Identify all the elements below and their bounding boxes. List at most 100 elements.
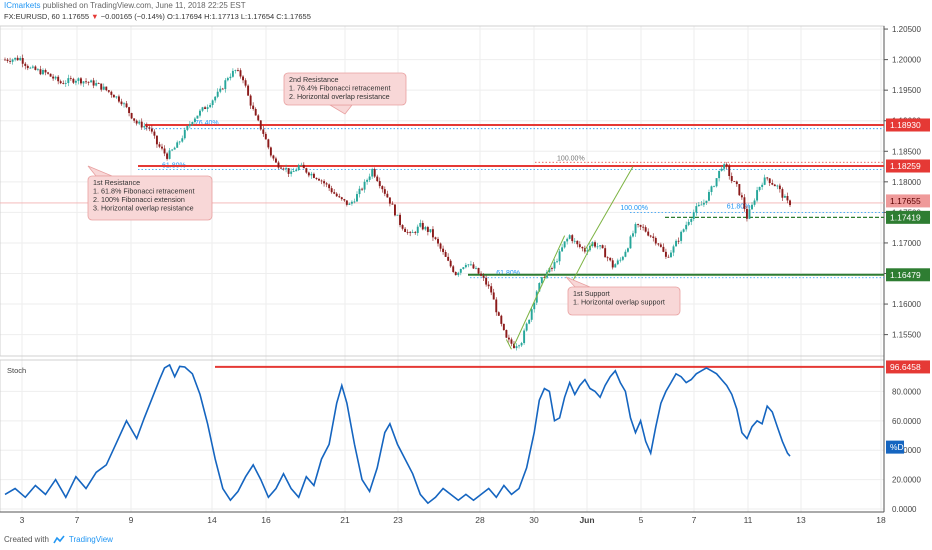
candle-body [723, 164, 726, 169]
candle-body [449, 260, 452, 267]
candle-body [47, 72, 50, 74]
candle-body [155, 135, 158, 145]
candle-body [394, 204, 396, 216]
candle-body [117, 96, 120, 102]
candle-body [426, 227, 429, 232]
candle-body [224, 80, 227, 90]
candle-body [282, 168, 285, 170]
candle-body [773, 184, 776, 187]
level-badge-label: 1.17419 [890, 212, 921, 222]
stoch-axis[interactable]: 80.0000 60.0000 40.0000 20.0000 0.0000 [892, 387, 921, 514]
time-tick-label: 11 [744, 515, 753, 525]
candle-body [307, 172, 310, 176]
price-chart[interactable]: 1.205001.200001.195001.190001.185001.180… [0, 0, 932, 530]
candle-body [221, 88, 224, 90]
candle-body [181, 138, 184, 142]
candle-body [277, 162, 280, 168]
candle-body [133, 118, 136, 121]
candle-body [718, 170, 721, 179]
candle-body [735, 181, 738, 185]
candle-body [558, 251, 561, 262]
created-with-text: Created with [4, 535, 49, 544]
grid [0, 26, 884, 512]
candle-body [373, 169, 376, 177]
candle-body [416, 226, 419, 233]
candle-body [318, 178, 320, 181]
candle-body [507, 337, 510, 340]
candle-body [290, 171, 293, 174]
candle-body [492, 292, 495, 300]
candle-body [697, 204, 700, 207]
candle-body [102, 86, 105, 90]
time-tick-label: 18 [876, 515, 886, 525]
candle-body [178, 141, 181, 143]
candle-body [730, 176, 733, 182]
candle-body [728, 165, 731, 177]
fib-label: 100.00% [557, 155, 585, 162]
candle-body [333, 192, 336, 194]
candle-body [599, 245, 602, 247]
note-text: 1. 61.8% Fibonacci retracement [93, 187, 194, 196]
candle-body [396, 214, 399, 216]
candle-body [657, 243, 660, 245]
price-tick-label: 1.19500 [892, 86, 921, 95]
candle-body [708, 191, 710, 201]
time-axis[interactable]: 3 7 9 14 16 21 23 28 30 Jun 5 7 11 13 18 [20, 515, 886, 525]
author-link[interactable]: ICmarkets [4, 1, 41, 10]
candle-body [596, 246, 599, 248]
candle-body [305, 168, 308, 173]
candle-body [274, 158, 277, 163]
candle-body [692, 212, 695, 219]
candle-body [64, 83, 67, 84]
candle-body [247, 85, 250, 96]
candle-body [530, 309, 533, 320]
candle-body [183, 129, 186, 139]
candle-body [781, 189, 784, 198]
candle-body [571, 235, 574, 242]
price-axis[interactable]: 1.205001.200001.195001.190001.185001.180… [884, 25, 921, 340]
note-resistance1[interactable] [87, 175, 213, 221]
candle-body [404, 228, 407, 232]
candle-body [14, 57, 17, 60]
candle-body [77, 78, 80, 81]
candle-body [720, 168, 723, 171]
candle-body [616, 260, 619, 265]
candle-body [563, 241, 566, 248]
candle-body [252, 105, 255, 109]
candle-body [62, 83, 65, 84]
candle-body [36, 69, 39, 71]
candle-body [383, 189, 386, 194]
note-resistance2[interactable] [283, 72, 407, 106]
price-tick-label: 1.20500 [892, 25, 921, 34]
last-price: 1.17655 [61, 12, 90, 21]
candle-body [130, 113, 133, 119]
candle-body [469, 264, 472, 266]
candle-body [477, 267, 480, 274]
candle-body [609, 257, 612, 261]
horizontal-levels[interactable] [138, 124, 884, 368]
candle-body [150, 128, 153, 132]
candle-body [487, 284, 490, 287]
candle-body [459, 268, 462, 273]
candle-body [42, 69, 44, 75]
candle-body [464, 264, 467, 268]
candle-body [442, 248, 445, 253]
stochastic-indicator: Stoch [4, 363, 791, 505]
candle-body [350, 201, 353, 204]
tradingview-link[interactable]: TradingView [68, 535, 113, 544]
candle-body [518, 345, 521, 347]
candle-body [629, 236, 632, 249]
candle-body [302, 164, 305, 169]
candle-body [642, 226, 645, 228]
candle-body [786, 196, 789, 201]
candle-body [457, 272, 460, 276]
candle-body [34, 66, 37, 70]
note-support1[interactable] [567, 286, 681, 316]
candle-body [662, 246, 665, 252]
candle-body [624, 251, 627, 257]
candle-body [211, 100, 214, 106]
stoch-level-badge-label: 96.6458 [890, 362, 921, 372]
candle-body [429, 229, 432, 232]
candle-body [244, 80, 247, 86]
